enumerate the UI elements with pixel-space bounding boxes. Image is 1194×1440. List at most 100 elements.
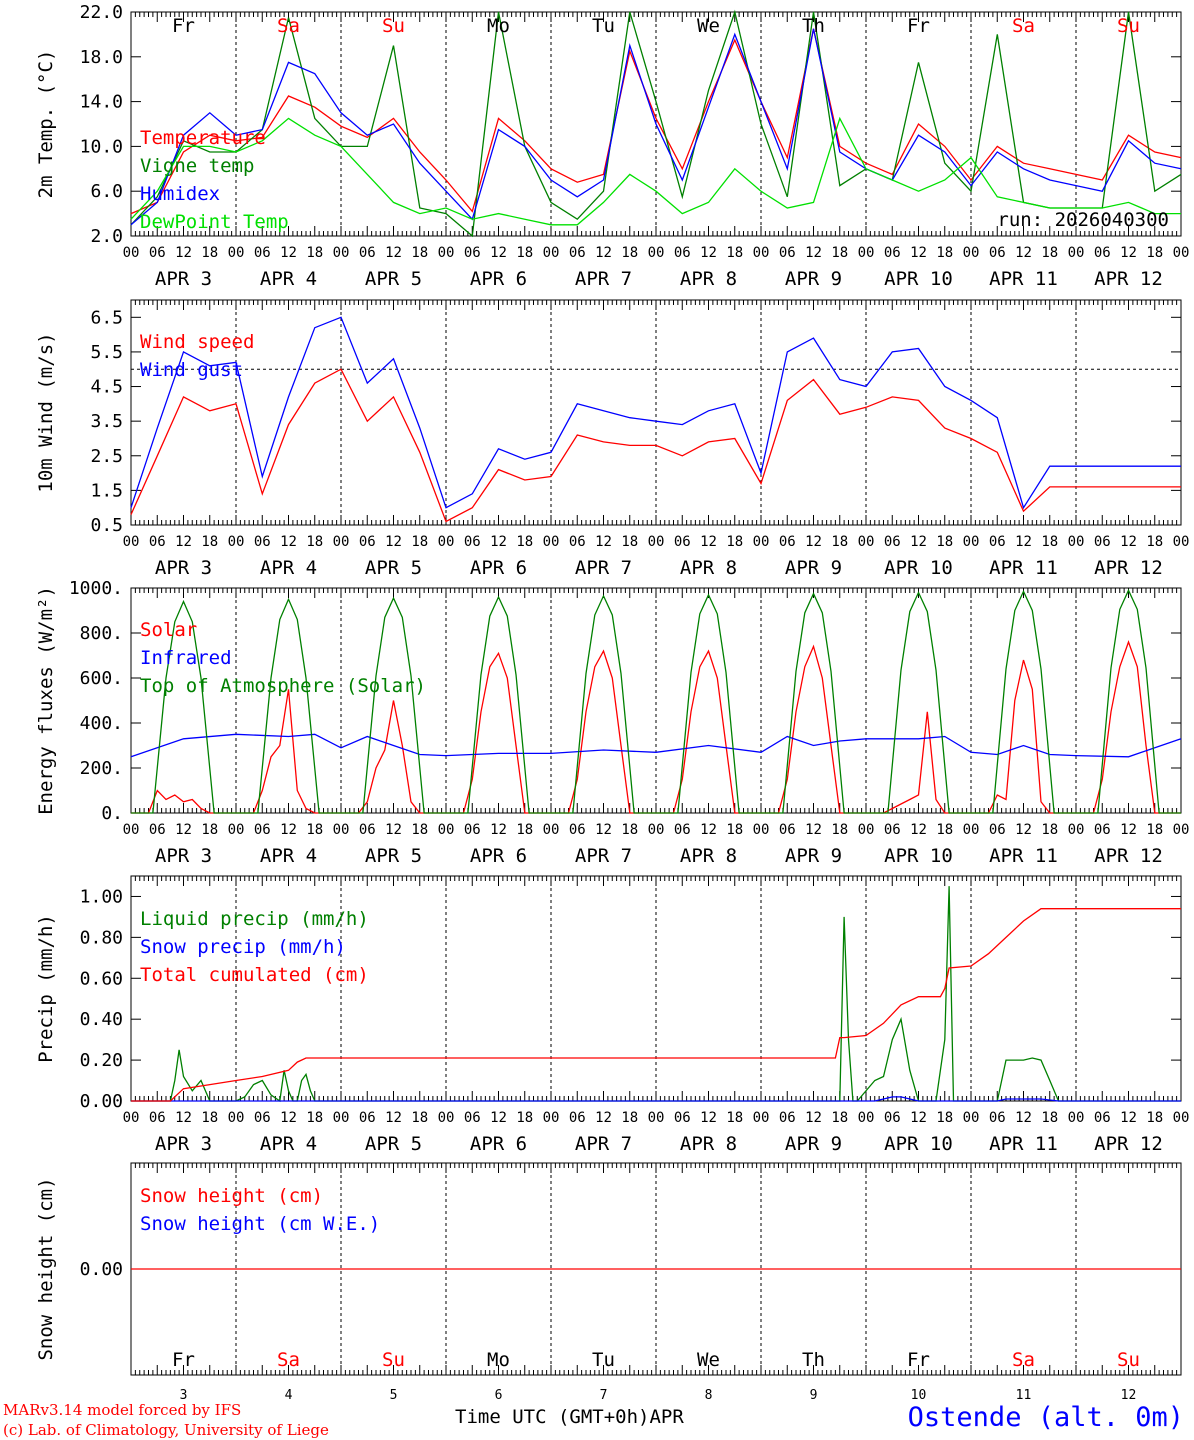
day-label: APR 5	[365, 268, 422, 290]
hour-tick-label: 12	[175, 822, 192, 838]
hour-tick-label: 00	[648, 245, 665, 261]
hour-tick-label: 12	[700, 534, 717, 550]
hour-tick-label: 00	[333, 534, 350, 550]
day-label: APR 3	[155, 1133, 212, 1155]
hour-tick-label: 06	[674, 822, 691, 838]
hour-tick-label: 00	[858, 822, 875, 838]
hour-tick-label: 00	[333, 245, 350, 261]
day-label: APR 12	[1094, 268, 1163, 290]
hour-tick-label: 00	[543, 534, 560, 550]
hour-tick-label: 00	[1068, 1110, 1085, 1126]
day-label: APR 3	[155, 557, 212, 579]
day-label: APR 3	[155, 845, 212, 867]
hour-tick-label: 12	[175, 534, 192, 550]
day-label: APR 10	[884, 268, 953, 290]
hour-tick-label: 00	[963, 534, 980, 550]
y-tick-label: 18.0	[80, 47, 123, 68]
day-label: APR 8	[680, 557, 737, 579]
hour-tick-label: 12	[595, 822, 612, 838]
y-tick-label: 800.	[80, 623, 123, 644]
hour-tick-label: 18	[411, 1110, 428, 1126]
weekday-label: Mo	[487, 1349, 510, 1371]
hour-tick-label: 06	[254, 245, 271, 261]
hour-tick-label: 06	[1094, 1110, 1111, 1126]
hour-tick-label: 12	[385, 822, 402, 838]
day-label: APR 4	[260, 557, 317, 579]
series-wind-gust	[130, 316, 1181, 510]
legend-entry: Wind speed	[140, 331, 254, 353]
hour-tick-label: 12	[595, 534, 612, 550]
hour-tick-label: 00	[438, 245, 455, 261]
day-label: APR 4	[260, 268, 317, 290]
hour-tick-label: 18	[621, 534, 638, 550]
day-number-label: 5	[390, 1388, 398, 1403]
series-temperature	[130, 28, 1182, 215]
hour-tick-label: 12	[910, 245, 927, 261]
hour-tick-label: 18	[516, 534, 533, 550]
hour-tick-label: 12	[805, 822, 822, 838]
legend-entry: Infrared	[140, 647, 232, 669]
series-total-cumulated-cm-	[131, 908, 1181, 1102]
hour-tick-label: 00	[648, 822, 665, 838]
legend-entry: Snow precip (mm/h)	[140, 936, 346, 958]
hour-tick-label: 18	[936, 822, 953, 838]
day-label: APR 4	[260, 845, 317, 867]
day-number-label: 7	[600, 1388, 608, 1403]
panel-wind: 0.5 1.5 2.5 3.5 4.5 5.5 6.5 10m Wind (m/s) Wind …	[35, 299, 1189, 579]
y-tick-label: 10.0	[80, 136, 123, 157]
day-label: APR 12	[1094, 557, 1163, 579]
day-number-label: 9	[810, 1388, 818, 1403]
panel-energy: 0. 200. 400. 600. 800. 1000. Energy fluxes (W/…	[35, 578, 1189, 867]
hour-tick-label: 12	[1120, 822, 1137, 838]
day-label: APR 9	[785, 845, 842, 867]
day-label: APR 6	[470, 268, 527, 290]
hour-tick-label: 00	[963, 1110, 980, 1126]
day-label: APR 11	[989, 1133, 1058, 1155]
hour-tick-label: 00	[1068, 245, 1085, 261]
hour-tick-label: 00	[333, 822, 350, 838]
hour-tick-label: 18	[936, 534, 953, 550]
series-infrared	[130, 733, 1182, 758]
hour-tick-label: 18	[726, 1110, 743, 1126]
weekday-label: We	[697, 15, 720, 37]
panel-temperature: 2.0 6.0 10.0 14.0 18.0 22.0 2m Temp. (°C) Tempe…	[35, 2, 1189, 290]
hour-tick-label: 12	[1015, 245, 1032, 261]
hour-tick-label: 06	[149, 1110, 166, 1126]
day-label: APR 11	[989, 557, 1058, 579]
y-tick-label: 2.0	[90, 226, 123, 247]
hour-tick-label: 12	[175, 1110, 192, 1126]
hour-tick-label: 06	[674, 245, 691, 261]
day-number-label: 3	[180, 1388, 188, 1403]
hour-tick-label: 18	[1146, 245, 1163, 261]
hour-tick-label: 18	[516, 245, 533, 261]
hour-tick-label: 00	[333, 1110, 350, 1126]
hour-tick-label: 06	[149, 534, 166, 550]
hour-tick-label: 00	[1173, 1110, 1190, 1126]
hour-tick-label: 12	[595, 245, 612, 261]
y-axis-label: Precip (mm/h)	[35, 914, 57, 1063]
day-label: APR 11	[989, 845, 1058, 867]
y-tick-label: 5.5	[90, 342, 123, 363]
hour-tick-label: 06	[149, 245, 166, 261]
y-tick-label: 14.0	[80, 92, 123, 113]
hour-tick-label: 18	[726, 822, 743, 838]
hour-tick-label: 00	[123, 822, 140, 838]
legend-entry: Snow height (cm W.E.)	[140, 1213, 380, 1235]
day-label: APR 10	[884, 557, 953, 579]
hour-tick-label: 18	[516, 822, 533, 838]
hour-tick-label: 12	[1120, 245, 1137, 261]
hour-tick-label: 18	[411, 822, 428, 838]
y-tick-label: 1.5	[90, 480, 123, 501]
hour-tick-label: 06	[254, 822, 271, 838]
weekday-label: Fr	[172, 1349, 195, 1371]
legend-entry: Solar	[140, 619, 197, 641]
hour-tick-label: 00	[753, 245, 770, 261]
hour-tick-label: 12	[385, 245, 402, 261]
hour-tick-label: 06	[464, 822, 481, 838]
hour-tick-label: 00	[1068, 822, 1085, 838]
hour-tick-label: 00	[228, 245, 245, 261]
hour-tick-label: 18	[516, 1110, 533, 1126]
day-label: APR 3	[155, 268, 212, 290]
hour-tick-label: 18	[831, 534, 848, 550]
hour-tick-label: 00	[228, 822, 245, 838]
